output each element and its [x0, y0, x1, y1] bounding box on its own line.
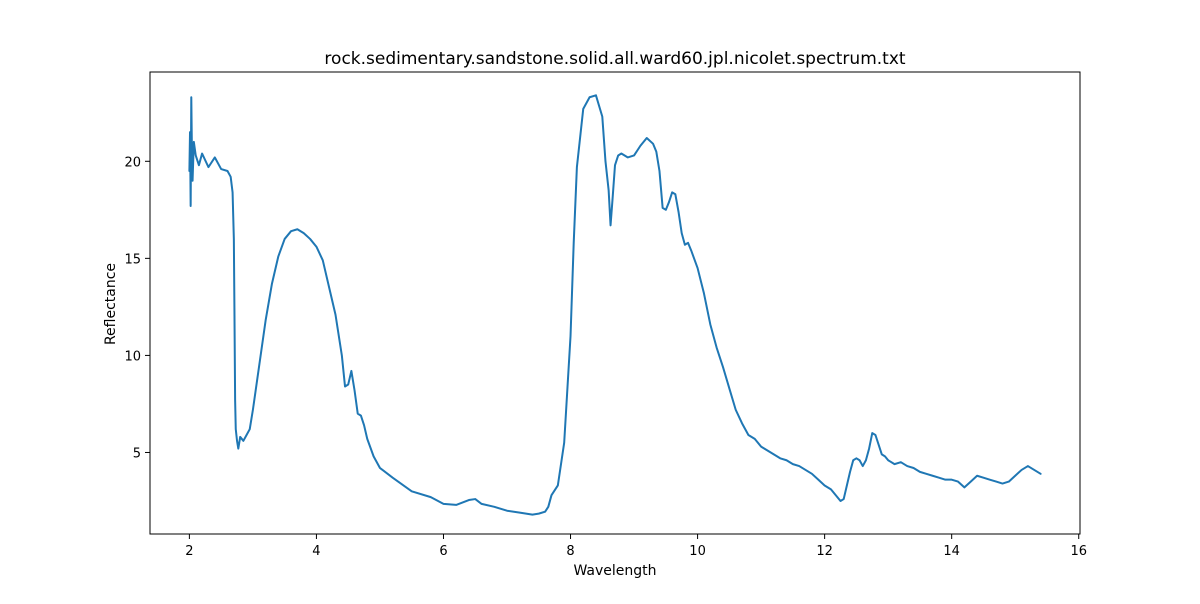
x-tick-label: 16 — [1070, 544, 1087, 559]
y-tick-label: 15 — [124, 252, 141, 267]
x-tick-label: 12 — [816, 544, 833, 559]
y-axis-label: Reflectance — [103, 263, 119, 345]
chart-title: rock.sedimentary.sandstone.solid.all.war… — [324, 49, 905, 69]
x-tick-label: 10 — [689, 544, 706, 559]
x-tick-label: 2 — [185, 544, 193, 559]
plot-area: 2 4 6 8 10 12 14 16 5 10 15 20 — [124, 71, 1087, 559]
y-tick-label: 10 — [124, 349, 141, 364]
x-tick-label: 8 — [566, 544, 574, 559]
axes-frame — [149, 71, 1081, 535]
x-tick-label: 6 — [439, 544, 447, 559]
x-axis-label: Wavelength — [573, 563, 656, 579]
y-tick-label: 5 — [133, 446, 141, 461]
x-tick-label: 14 — [943, 544, 960, 559]
x-tick-label: 4 — [312, 544, 320, 559]
y-tick-label: 20 — [124, 155, 141, 170]
series-line-0 — [188, 94, 1042, 516]
